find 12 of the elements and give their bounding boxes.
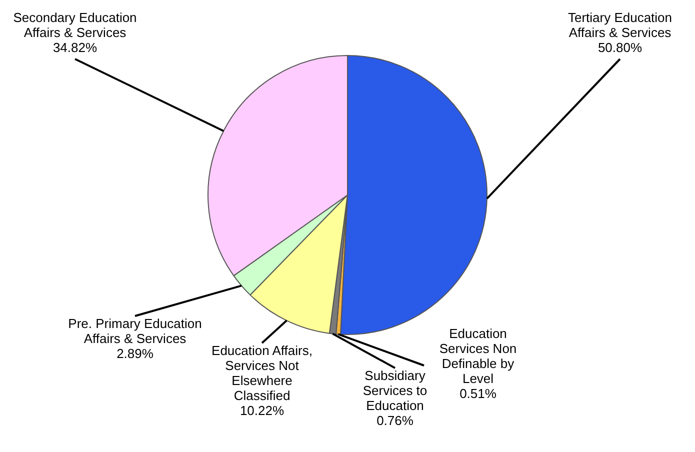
data-label: 0.76% <box>376 413 414 428</box>
data-label: 2.89% <box>116 346 154 362</box>
data-label: 10.22% <box>240 403 284 418</box>
slice-label: Secondary Education Affairs & Services <box>13 10 137 40</box>
slice-label: Tertiary Education Affairs & Services <box>568 10 672 40</box>
slice-label: Education Affairs, Services Not Elsewhere Classified <box>212 343 312 404</box>
data-label: 50.80% <box>598 40 642 56</box>
data-label: 34.82% <box>52 40 98 56</box>
slice-label: Pre. Primary Education Affairs & Services <box>68 316 202 346</box>
data-label: 0.51% <box>460 386 497 402</box>
slice-label: Education Services Non Definable by Level <box>439 326 517 386</box>
slice-label: Subsidiary Services to Education <box>362 368 428 414</box>
